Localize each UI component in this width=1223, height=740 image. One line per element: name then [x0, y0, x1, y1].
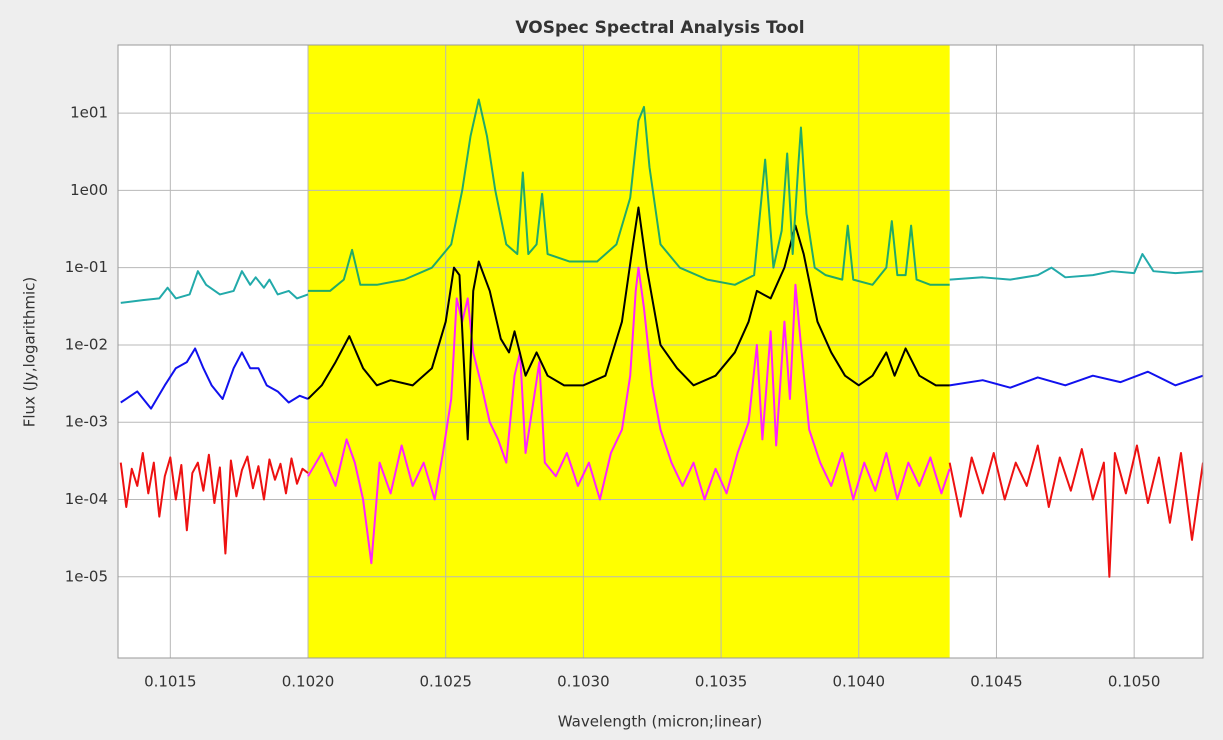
y-tick-label: 1e-05 [65, 567, 108, 585]
spectrum-line [308, 98, 950, 292]
x-axis-label: Wavelength (micron;linear) [558, 713, 763, 731]
y-tick-label: 1e-01 [65, 258, 108, 276]
x-tick-label: 0.1015 [144, 673, 197, 691]
y-tick-label: 1e01 [70, 104, 108, 122]
spectrum-line [307, 206, 950, 441]
y-tick-label: 1e-03 [65, 413, 108, 431]
spectrum-line [949, 370, 1203, 389]
y-axis-label: Flux (Jy,logarithmic) [21, 277, 39, 428]
x-tick-label: 0.1035 [695, 673, 748, 691]
chart-title: VOSpec Spectral Analysis Tool [515, 18, 804, 38]
x-tick-label: 0.1050 [1108, 673, 1161, 691]
x-tick-label: 0.1040 [833, 673, 886, 691]
y-tick-label: 1e-04 [65, 490, 108, 508]
highlight-region [308, 45, 950, 658]
series-group [119, 98, 1203, 578]
y-tick-label: 1e00 [70, 181, 108, 199]
plot-border [117, 44, 1204, 659]
spectrum-line [307, 266, 951, 565]
spectrum-line [120, 347, 309, 410]
spectrum-line [949, 253, 1203, 281]
x-tick-label: 0.1025 [419, 673, 472, 691]
spectrum-line [948, 444, 1203, 578]
x-tick-label: 0.1030 [557, 673, 610, 691]
spectrum-line [119, 451, 309, 555]
spectrum-line [120, 270, 309, 304]
x-tick-label: 0.1020 [282, 673, 335, 691]
x-tick-label: 0.1045 [970, 673, 1023, 691]
y-tick-label: 1e-02 [65, 335, 108, 353]
